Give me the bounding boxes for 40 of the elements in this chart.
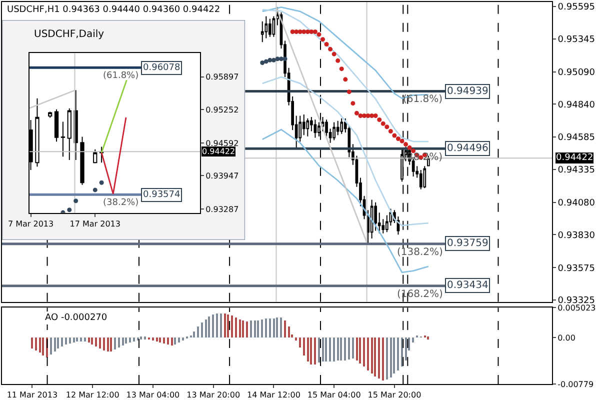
y-tick-label: 0.93830 bbox=[558, 230, 596, 241]
ref-line-label: 0.93574 bbox=[143, 190, 180, 200]
y-tick-label: 0.94592 bbox=[206, 138, 239, 148]
y-tick-label: -0.00779 bbox=[558, 380, 594, 389]
y-tick-label: 0.95595 bbox=[558, 2, 596, 13]
x-tick-label: 14 Mar 12:00 bbox=[246, 390, 300, 400]
y-tick-label: 0.95090 bbox=[558, 68, 596, 78]
annotation: AO -0.000270 bbox=[45, 313, 108, 323]
annotation: (38.2%) bbox=[103, 198, 139, 208]
x-tick-label: 15 Mar 04:00 bbox=[307, 390, 361, 400]
y-tick-label: 0.94335 bbox=[558, 166, 596, 176]
ref-line-label: 0.94496 bbox=[447, 143, 488, 154]
chart-title: USDCHF,Daily bbox=[34, 29, 104, 40]
ref-line-label: 0.94939 bbox=[447, 86, 488, 97]
ref-line-label: 0.94422 bbox=[202, 147, 236, 156]
ref-line-label: 0.94422 bbox=[556, 153, 594, 163]
y-tick-label: 0.95252 bbox=[206, 105, 239, 114]
annotation: (61.8%) bbox=[103, 71, 139, 81]
chart-title: USDCHF,H1 0.94363 0.94440 0.94360 0.94422 bbox=[7, 5, 220, 15]
ref-line-label: 0.96078 bbox=[143, 63, 180, 73]
y-tick-label: 0.00 bbox=[558, 333, 576, 342]
y-tick-label: 0.94080 bbox=[558, 198, 596, 208]
ref-line-label: 0.93759 bbox=[447, 238, 488, 249]
y-tick-label: 0.95897 bbox=[206, 72, 239, 82]
y-tick-label: 0.93287 bbox=[206, 205, 239, 214]
x-tick-label: 12 Mar 12:00 bbox=[66, 390, 120, 400]
x-tick-label: 13 Mar 04:00 bbox=[126, 390, 180, 400]
x-tick-label: 7 Mar 2013 bbox=[8, 219, 54, 228]
annotation: (138.2%) bbox=[397, 247, 444, 258]
y-tick-label: 0.93575 bbox=[558, 264, 596, 274]
y-tick-label: 0.005023 bbox=[558, 303, 596, 312]
x-tick-label: 17 Mar 2013 bbox=[70, 219, 120, 228]
y-tick-label: 0.94585 bbox=[558, 133, 596, 144]
y-tick-label: 0.93947 bbox=[206, 172, 239, 181]
x-tick-label: 15 Mar 20:00 bbox=[368, 390, 422, 400]
x-tick-label: 11 Mar 2013 bbox=[6, 390, 58, 400]
x-tick-label: 13 Mar 20:00 bbox=[186, 390, 240, 400]
y-tick-label: 0.95345 bbox=[558, 34, 596, 45]
y-tick-label: 0.94840 bbox=[558, 100, 596, 110]
ref-line-label: 0.93434 bbox=[447, 280, 488, 291]
